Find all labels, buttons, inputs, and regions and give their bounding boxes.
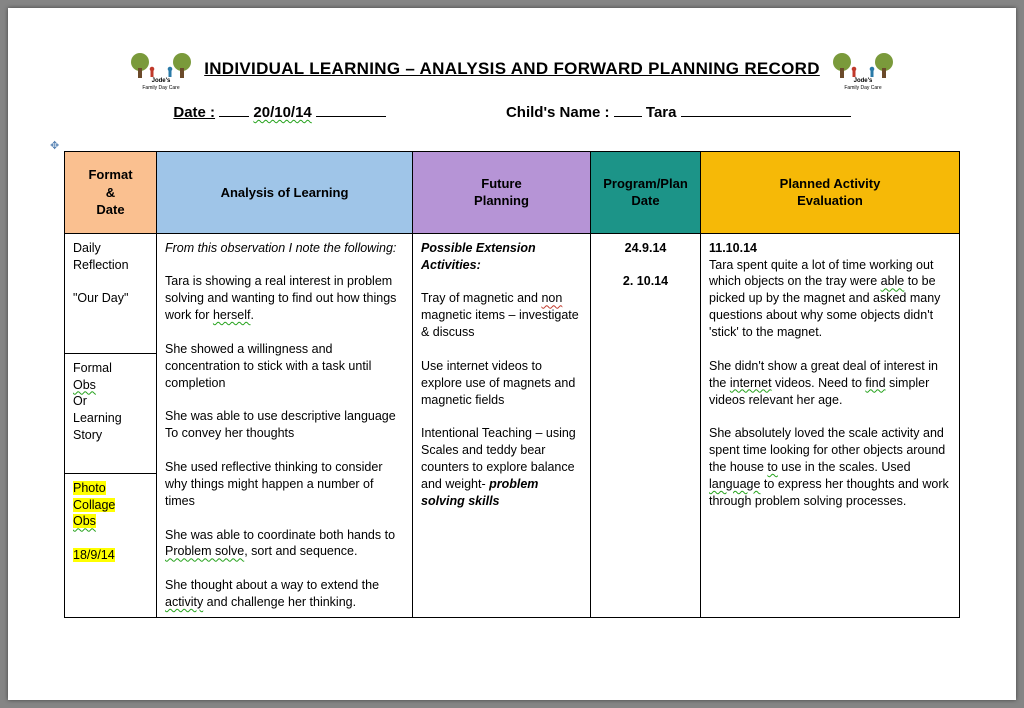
cell-analysis: From this observation I note the followi…	[157, 233, 413, 617]
cell-evaluation: 11.10.14 Tara spent quite a lot of time …	[701, 233, 960, 617]
svg-text:Family Day Care: Family Day Care	[143, 85, 180, 90]
svg-text:Jode's: Jode's	[853, 78, 872, 84]
col-header-evaluation: Planned Activity Evaluation	[701, 152, 960, 234]
cell-future: Possible Extension Activities: Tray of m…	[413, 233, 591, 617]
svg-text:Family Day Care: Family Day Care	[844, 85, 881, 90]
name-value: Tara	[646, 104, 677, 121]
cell-plan-dates: 24.9.14 2. 10.14	[591, 233, 701, 617]
subheader: Date : 20/10/14 Child's Name : Tara	[64, 102, 960, 121]
page-header: Jode's Family Day Care INDIVIDUAL LEARNI…	[64, 48, 960, 90]
date-field: Date : 20/10/14	[173, 102, 386, 121]
col-header-format: Format & Date	[65, 152, 157, 234]
table-wrapper: ✥ Format & Date Analysis of Learning Fut…	[64, 151, 960, 618]
logo-right: Jode's Family Day Care	[832, 48, 894, 90]
document-page: Jode's Family Day Care INDIVIDUAL LEARNI…	[8, 8, 1016, 700]
cell-format-formal: Formal Obs Or Learning Story	[65, 353, 157, 473]
col-header-future: Future Planning	[413, 152, 591, 234]
name-label: Child's Name :	[506, 104, 610, 121]
date-value: 20/10/14	[253, 104, 311, 121]
table-row: Daily Reflection "Our Day" From this obs…	[65, 233, 960, 353]
col-header-analysis: Analysis of Learning	[157, 152, 413, 234]
page-title: INDIVIDUAL LEARNING – ANALYSIS AND FORWA…	[204, 59, 820, 79]
table-header-row: Format & Date Analysis of Learning Futur…	[65, 152, 960, 234]
logo-left: Jode's Family Day Care	[130, 48, 192, 90]
date-label: Date :	[173, 104, 215, 121]
table-move-icon[interactable]: ✥	[50, 139, 59, 152]
child-name-field: Child's Name : Tara	[506, 102, 851, 121]
col-header-plan-date: Program/Plan Date	[591, 152, 701, 234]
planning-table: Format & Date Analysis of Learning Futur…	[64, 151, 960, 618]
cell-format-daily: Daily Reflection "Our Day"	[65, 233, 157, 353]
cell-format-photo: Photo Collage Obs 18/9/14	[65, 473, 157, 617]
svg-text:Jode's: Jode's	[152, 78, 171, 84]
